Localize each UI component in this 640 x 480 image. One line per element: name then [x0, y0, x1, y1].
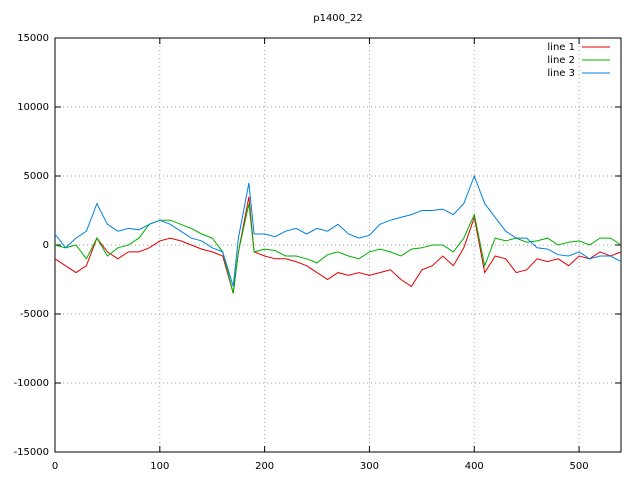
y-tick-label: -10000: [14, 378, 49, 389]
legend-label: line 3: [547, 68, 575, 79]
x-tick-label: 300: [360, 461, 379, 472]
data-line: [54, 196, 622, 294]
y-tick-label: -5000: [20, 309, 49, 320]
x-tick-label: 0: [52, 461, 58, 472]
legend-label: line 2: [547, 55, 575, 66]
x-tick-label: 500: [570, 461, 589, 472]
y-tick-label: 5000: [24, 171, 49, 182]
chart-title: p1400_22: [313, 13, 363, 24]
legend-label: line 1: [547, 42, 575, 53]
x-tick-label: 200: [255, 461, 274, 472]
x-tick-label: 400: [465, 461, 484, 472]
y-tick-label: -15000: [14, 447, 49, 458]
data-line: [54, 203, 622, 294]
y-tick-label: 0: [43, 240, 49, 251]
y-tick-label: 10000: [17, 102, 49, 113]
data-line: [54, 174, 622, 287]
y-tick-label: 15000: [17, 33, 49, 44]
x-tick-label: 100: [150, 461, 169, 472]
